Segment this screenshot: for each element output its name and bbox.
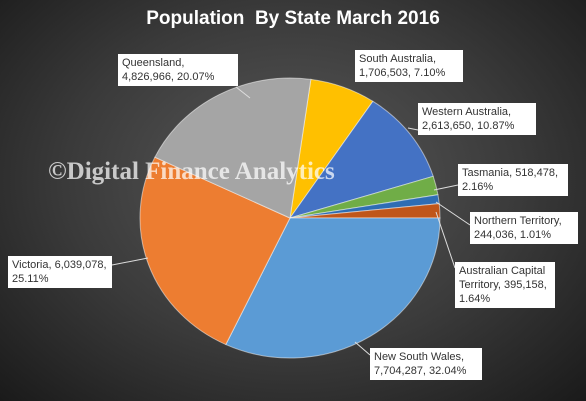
- data-label: Tasmania, 518,478, 2.16%: [458, 164, 568, 196]
- leader-line: [435, 211, 456, 269]
- data-label: Western Australia, 2,613,650, 10.87%: [418, 103, 536, 135]
- data-label: Northern Territory, 244,036, 1.01%: [470, 212, 578, 244]
- data-label: New South Wales, 7,704,287, 32.04%: [370, 348, 482, 380]
- data-label: South Australia, 1,706,503, 7.10%: [355, 50, 463, 82]
- leader-line: [354, 341, 371, 356]
- pie-slice: [288, 100, 434, 219]
- watermark: ©Digital Finance Analytics: [48, 158, 335, 185]
- pie-slice: [139, 156, 291, 346]
- leader-line: [235, 86, 251, 99]
- chart-title: Population By State March 2016: [146, 8, 440, 29]
- data-label: Queensland, 4,826,966, 20.07%: [118, 54, 238, 86]
- pie-slice: [154, 77, 312, 219]
- leader-line: [407, 127, 419, 131]
- leader-line: [111, 257, 149, 266]
- data-label: Victoria, 6,039,078, 25.11%: [8, 256, 112, 288]
- leader-line: [435, 201, 471, 226]
- leader-lines: [111, 86, 471, 356]
- data-label: Australian Capital Territory, 395,158, 1…: [455, 262, 555, 308]
- pie-slice: [225, 217, 441, 359]
- leader-line: [433, 184, 459, 191]
